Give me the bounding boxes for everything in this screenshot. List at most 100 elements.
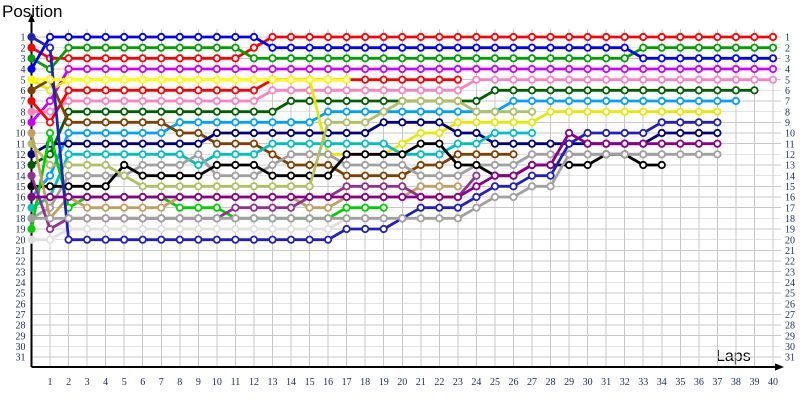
svg-text:37: 37 <box>712 377 722 388</box>
series-car-02 <box>27 43 778 74</box>
svg-text:18: 18 <box>360 377 370 388</box>
svg-text:2: 2 <box>785 43 790 54</box>
svg-text:28: 28 <box>785 321 795 332</box>
svg-text:26: 26 <box>16 299 26 310</box>
svg-text:16: 16 <box>785 193 795 204</box>
series-car-15 <box>27 96 537 191</box>
svg-text:6: 6 <box>785 86 790 97</box>
svg-text:8: 8 <box>785 107 790 118</box>
svg-text:12: 12 <box>16 150 26 161</box>
y-axis-ticks: 1234567891011121314151617181920212223242… <box>16 33 26 364</box>
svg-text:19: 19 <box>785 225 795 236</box>
svg-text:30: 30 <box>583 377 593 388</box>
svg-text:16: 16 <box>323 377 333 388</box>
svg-text:5: 5 <box>122 377 127 388</box>
svg-text:20: 20 <box>785 235 795 246</box>
svg-text:9: 9 <box>21 118 26 129</box>
svg-text:31: 31 <box>601 377 611 388</box>
series-car-06 <box>27 86 759 170</box>
svg-text:20: 20 <box>16 235 26 246</box>
svg-text:24: 24 <box>471 377 481 388</box>
svg-text:28: 28 <box>16 321 26 332</box>
svg-text:11: 11 <box>785 139 795 150</box>
y-axis-ticks-right: 1234567891011121314151617181920212223242… <box>785 33 795 364</box>
series-car-23 <box>27 150 722 223</box>
svg-text:15: 15 <box>785 182 795 193</box>
svg-text:27: 27 <box>16 310 26 321</box>
svg-text:21: 21 <box>416 377 426 388</box>
svg-text:26: 26 <box>785 299 795 310</box>
svg-text:18: 18 <box>16 214 26 225</box>
svg-text:20: 20 <box>397 377 407 388</box>
svg-text:3: 3 <box>785 54 790 65</box>
svg-text:21: 21 <box>16 246 26 257</box>
svg-text:6: 6 <box>21 86 26 97</box>
svg-text:2: 2 <box>66 377 71 388</box>
svg-text:1: 1 <box>785 33 790 44</box>
series-car-22 <box>27 128 722 202</box>
svg-text:4: 4 <box>785 65 790 76</box>
svg-text:17: 17 <box>342 377 352 388</box>
svg-text:4: 4 <box>21 65 26 76</box>
svg-text:29: 29 <box>785 331 795 342</box>
svg-text:27: 27 <box>527 377 537 388</box>
svg-text:29: 29 <box>564 377 574 388</box>
svg-text:23: 23 <box>453 377 463 388</box>
svg-text:5: 5 <box>21 75 26 86</box>
svg-text:33: 33 <box>638 377 648 388</box>
svg-text:1: 1 <box>48 377 53 388</box>
svg-text:19: 19 <box>16 225 26 236</box>
svg-text:22: 22 <box>434 377 444 388</box>
svg-text:17: 17 <box>16 203 26 214</box>
svg-text:23: 23 <box>16 267 26 278</box>
series-lines <box>27 32 778 244</box>
svg-text:11: 11 <box>231 377 241 388</box>
svg-text:24: 24 <box>16 278 26 289</box>
svg-text:5: 5 <box>785 75 790 86</box>
svg-text:18: 18 <box>785 214 795 225</box>
svg-text:36: 36 <box>694 377 704 388</box>
svg-text:13: 13 <box>785 161 795 172</box>
svg-text:6: 6 <box>140 377 145 388</box>
svg-text:28: 28 <box>546 377 556 388</box>
series-car-10 <box>27 75 518 180</box>
svg-text:22: 22 <box>16 257 26 268</box>
svg-text:14: 14 <box>16 171 26 182</box>
series-car-12 <box>27 128 537 212</box>
svg-text:27: 27 <box>785 310 795 321</box>
svg-text:30: 30 <box>785 342 795 353</box>
svg-text:13: 13 <box>16 161 26 172</box>
series-car-05 <box>27 75 778 116</box>
svg-text:9: 9 <box>785 118 790 129</box>
svg-text:16: 16 <box>16 193 26 204</box>
svg-text:31: 31 <box>16 353 26 364</box>
svg-text:31: 31 <box>785 353 795 364</box>
svg-text:23: 23 <box>785 267 795 278</box>
svg-text:32: 32 <box>620 377 630 388</box>
svg-text:26: 26 <box>508 377 518 388</box>
svg-text:9: 9 <box>196 377 201 388</box>
svg-text:25: 25 <box>490 377 500 388</box>
svg-text:15: 15 <box>305 377 315 388</box>
series-car-16 <box>27 128 388 234</box>
svg-text:35: 35 <box>675 377 685 388</box>
series-car-03 <box>27 32 778 74</box>
svg-text:22: 22 <box>785 257 795 268</box>
x-axis-ticks: 1 2 3 4 5 6 7 8 9 10 11 12 13 14 15 16 17 18 19 20 21 22 23 24 2… <box>48 377 778 388</box>
svg-text:8: 8 <box>177 377 182 388</box>
y-axis-title: Position <box>2 2 63 21</box>
svg-text:13: 13 <box>267 377 277 388</box>
svg-text:25: 25 <box>785 289 795 300</box>
svg-text:1: 1 <box>21 33 26 44</box>
svg-text:14: 14 <box>785 171 795 182</box>
series-car-11 <box>27 118 722 159</box>
svg-text:40: 40 <box>768 377 778 388</box>
svg-text:39: 39 <box>749 377 759 388</box>
svg-text:3: 3 <box>21 54 26 65</box>
series-car-20 <box>27 32 722 244</box>
svg-text:21: 21 <box>785 246 795 257</box>
svg-text:7: 7 <box>785 97 790 108</box>
svg-text:4: 4 <box>103 377 108 388</box>
